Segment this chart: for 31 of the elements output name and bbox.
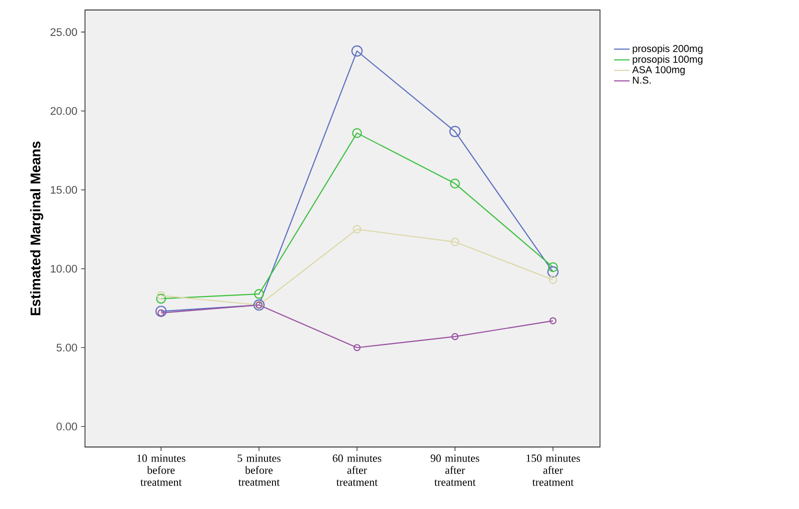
point	[254, 289, 264, 299]
x-tick-label: 5 minutes before treatment	[238, 454, 281, 486]
y-tick-label: 25.00	[50, 28, 78, 36]
point	[156, 291, 166, 300]
point	[451, 333, 459, 340]
point	[449, 126, 461, 138]
y-tick-label: 5.00	[56, 344, 78, 352]
point	[353, 344, 361, 352]
point	[352, 225, 362, 234]
point	[548, 276, 558, 284]
x-tick-label: 90 minutes after treatment	[430, 454, 480, 486]
legend-label: ASA 100mg	[632, 66, 685, 76]
legend-label: prosopis 100mg	[632, 55, 702, 65]
point	[155, 306, 167, 317]
point	[352, 128, 362, 138]
x-tick-label: 150 minutes after treatment	[526, 454, 580, 486]
point	[156, 294, 166, 304]
x-tick-label: 10 minutes before treatment	[137, 454, 186, 486]
legend-label: prosopis 200mg	[632, 44, 702, 54]
y-tick-label: 0.00	[56, 422, 78, 430]
x-tick-label: 60 minutes after treatment	[332, 454, 382, 486]
point	[450, 178, 460, 188]
point	[450, 238, 460, 246]
point	[547, 266, 559, 278]
point	[351, 45, 363, 57]
legend-label: N.S.	[632, 76, 651, 84]
y-tick-label: 20.00	[50, 107, 78, 115]
y-tick-label: 10.00	[50, 264, 78, 273]
y-axis-title: Estimated Marginal Means	[30, 141, 44, 316]
point	[548, 262, 558, 272]
y-tick-label: 15.00	[50, 186, 78, 194]
